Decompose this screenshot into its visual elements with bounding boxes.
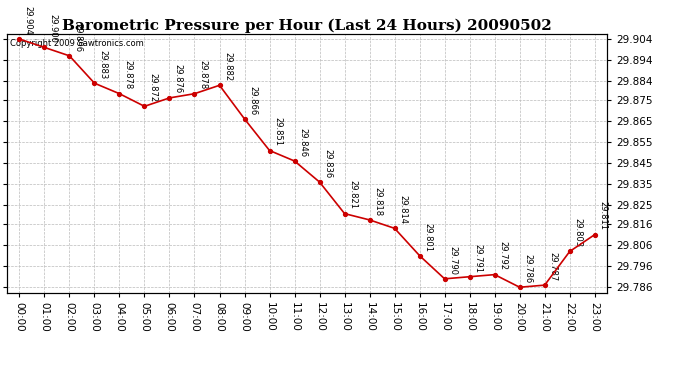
Text: 29.836: 29.836 bbox=[324, 148, 333, 178]
Text: 29.872: 29.872 bbox=[148, 73, 157, 102]
Text: 29.878: 29.878 bbox=[124, 60, 132, 90]
Text: 29.803: 29.803 bbox=[574, 218, 583, 247]
Text: 29.876: 29.876 bbox=[174, 64, 183, 94]
Text: 29.846: 29.846 bbox=[299, 128, 308, 157]
Text: 29.791: 29.791 bbox=[474, 243, 483, 273]
Text: 29.866: 29.866 bbox=[248, 86, 257, 115]
Text: 29.801: 29.801 bbox=[424, 222, 433, 252]
Text: 29.814: 29.814 bbox=[399, 195, 408, 224]
Text: 29.896: 29.896 bbox=[74, 22, 83, 52]
Text: 29.882: 29.882 bbox=[224, 52, 233, 81]
Text: 29.792: 29.792 bbox=[499, 242, 508, 270]
Text: 29.883: 29.883 bbox=[99, 50, 108, 79]
Text: Copyright 2009 Sawtronics.com: Copyright 2009 Sawtronics.com bbox=[10, 39, 144, 48]
Text: 29.878: 29.878 bbox=[199, 60, 208, 90]
Text: 29.787: 29.787 bbox=[549, 252, 558, 281]
Text: 29.851: 29.851 bbox=[274, 117, 283, 146]
Text: 29.818: 29.818 bbox=[374, 187, 383, 216]
Text: 29.900: 29.900 bbox=[48, 14, 57, 43]
Text: 29.790: 29.790 bbox=[448, 246, 457, 274]
Text: 29.786: 29.786 bbox=[524, 254, 533, 283]
Text: 29.904: 29.904 bbox=[23, 6, 32, 35]
Text: 29.811: 29.811 bbox=[599, 201, 608, 231]
Title: Barometric Pressure per Hour (Last 24 Hours) 20090502: Barometric Pressure per Hour (Last 24 Ho… bbox=[62, 18, 552, 33]
Text: 29.821: 29.821 bbox=[348, 180, 357, 210]
